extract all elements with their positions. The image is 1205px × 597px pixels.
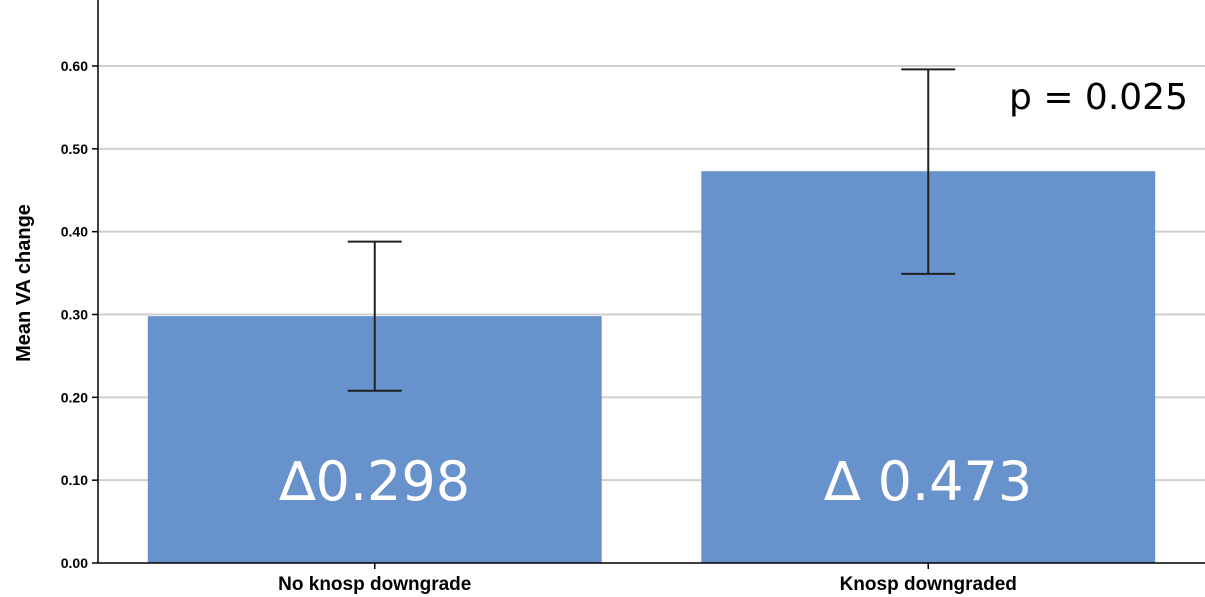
- y-tick-label: 0.30: [61, 307, 88, 323]
- labels: 0.00 0.10 0.20 0.30 0.40 0.50 0.60 No knosp dow…: [61, 58, 1032, 595]
- error-bars: [347, 68, 956, 392]
- error-bar: [347, 240, 402, 392]
- error-bar: [901, 68, 956, 275]
- x-category-label: No knosp downgrade: [278, 574, 471, 595]
- y-axis-title: Mean VA change: [13, 204, 35, 362]
- axes: [92, 0, 1205, 569]
- bar-data-label: ∆0.298: [278, 450, 470, 513]
- y-tick-label: 0.00: [61, 555, 88, 571]
- y-tick-label: 0.50: [61, 141, 88, 157]
- x-category-label: Knosp downgraded: [840, 574, 1017, 595]
- y-tick-label: 0.20: [61, 389, 88, 405]
- y-tick-label: 0.40: [61, 224, 88, 240]
- bar-data-label: ∆ 0.473: [823, 450, 1032, 513]
- y-tick-label: 0.10: [61, 472, 88, 488]
- p-value-annotation: p = 0.025: [1009, 77, 1188, 118]
- y-tick-label: 0.60: [61, 58, 88, 74]
